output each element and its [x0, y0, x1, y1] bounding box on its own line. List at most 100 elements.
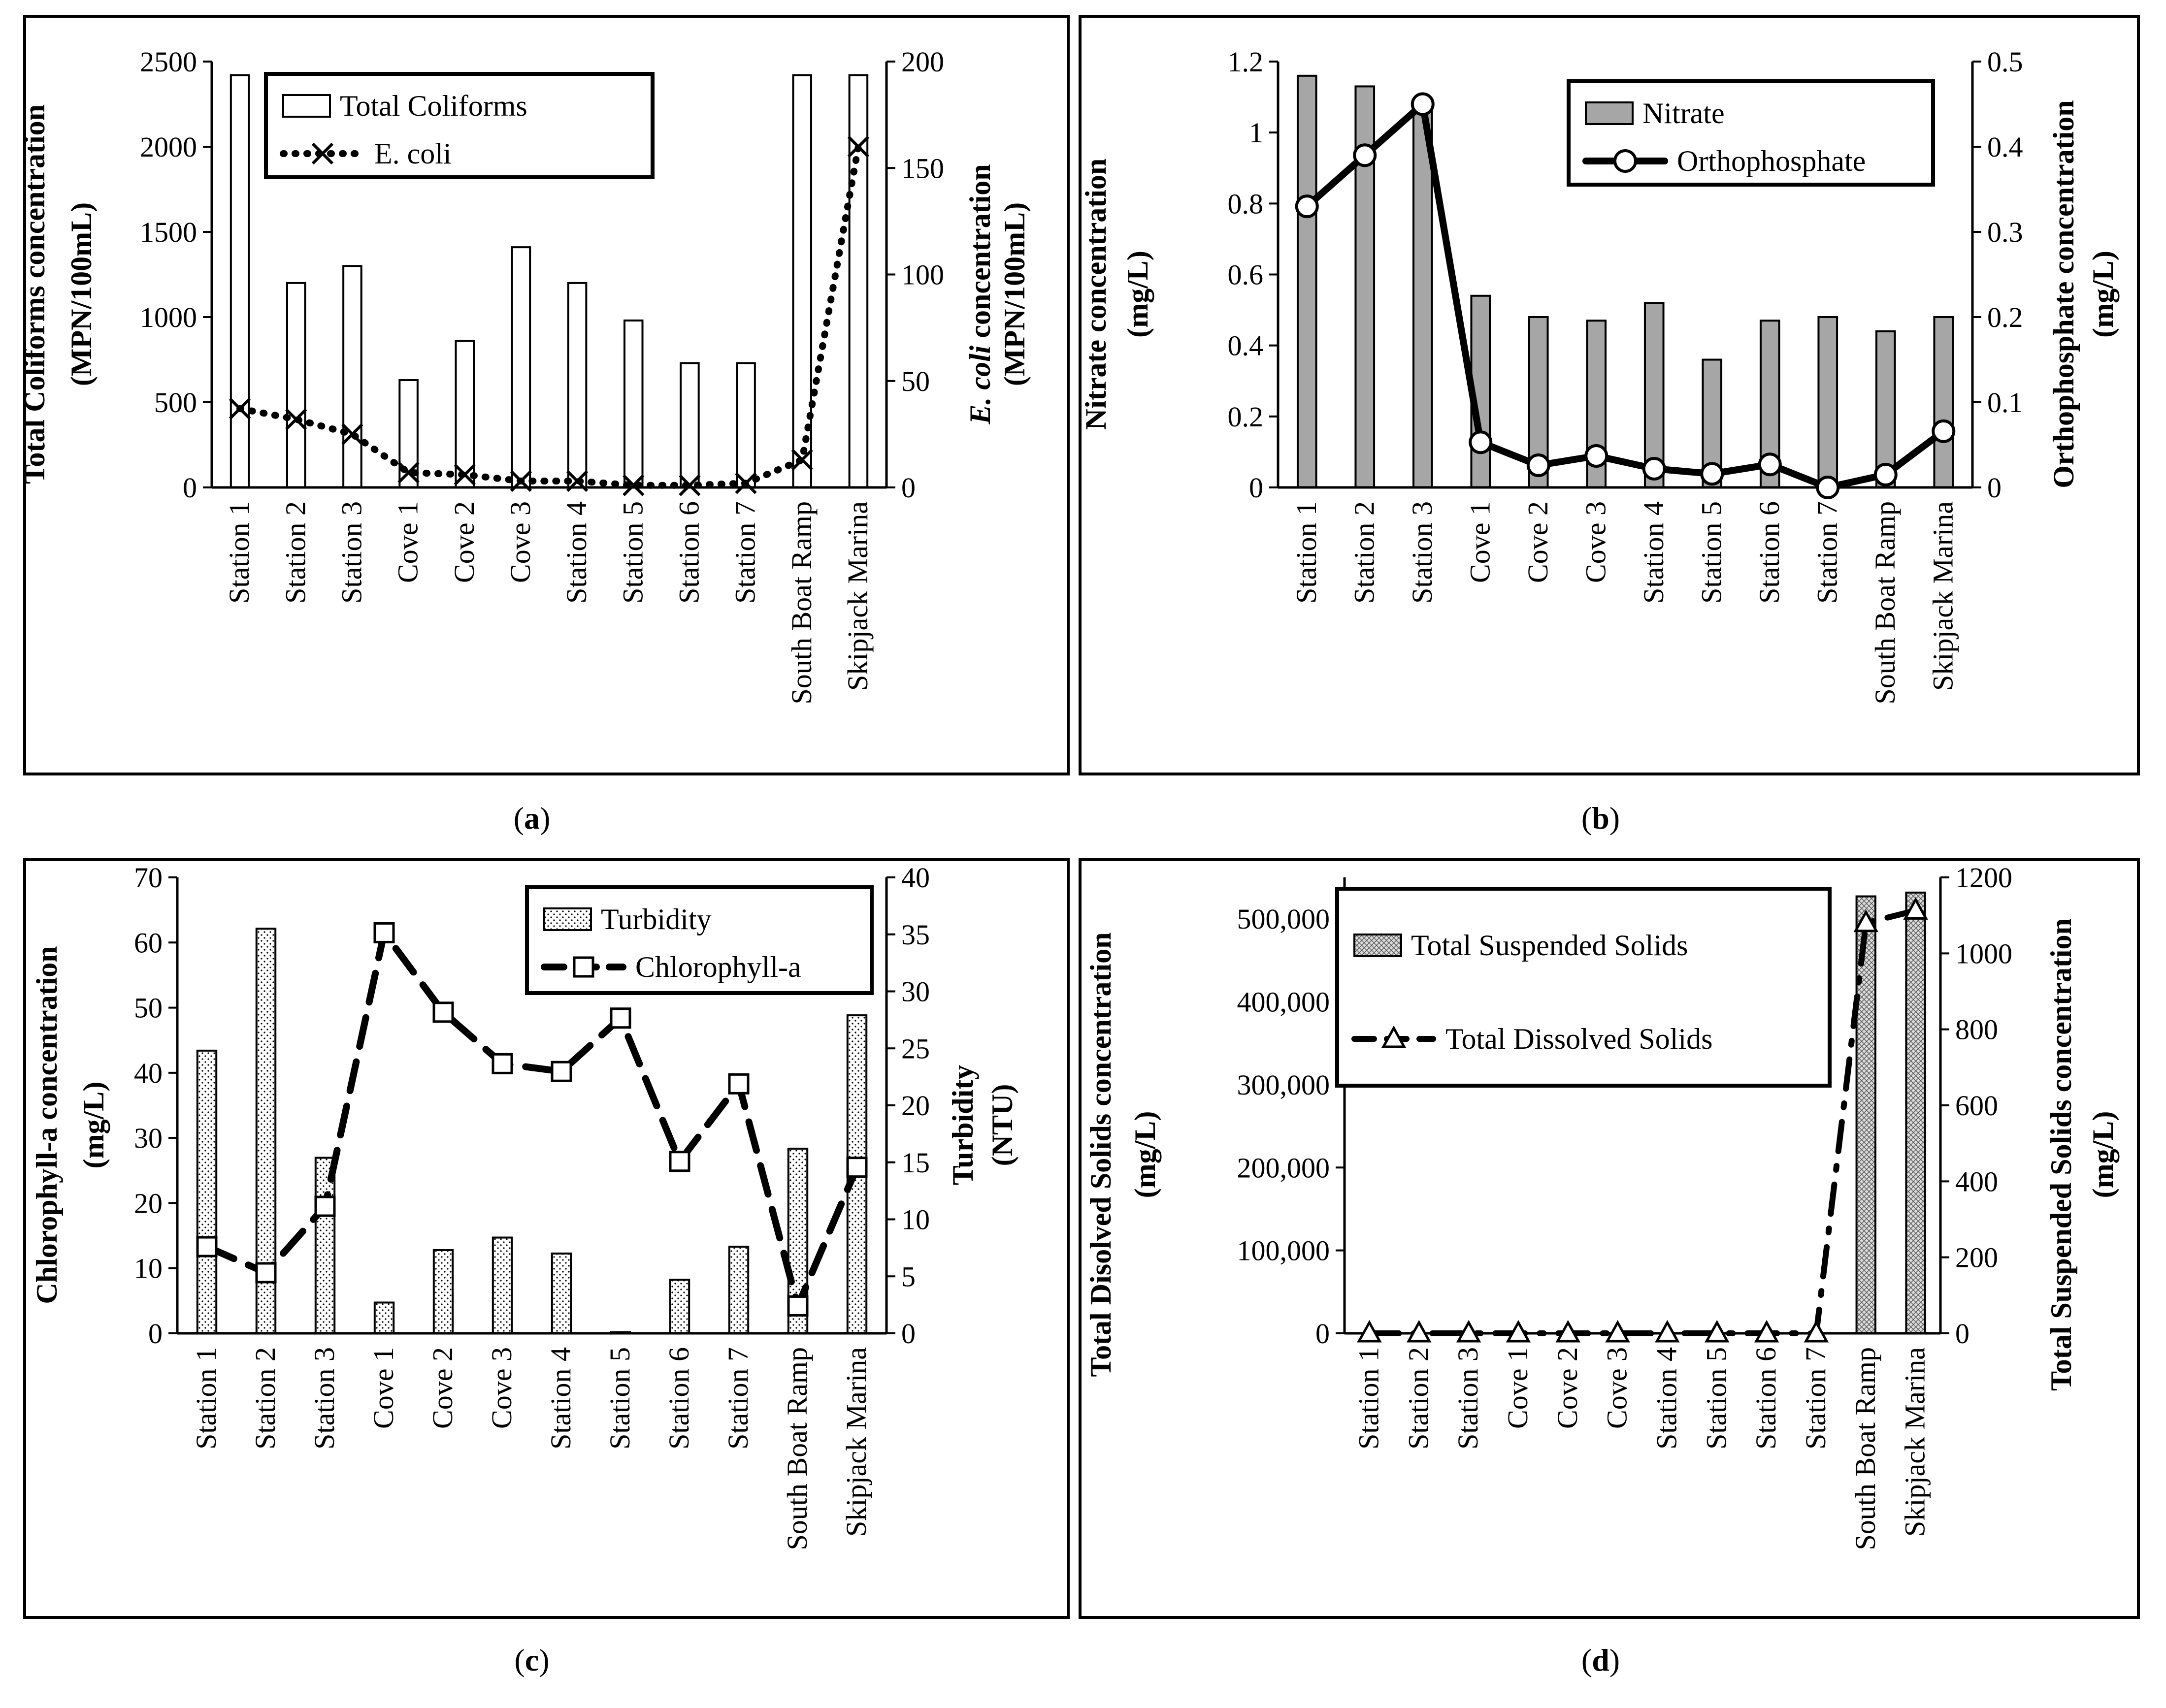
- bar-station-1: [1296, 74, 1317, 489]
- x-category-label-station-4: Station 4: [545, 1347, 577, 1450]
- left-tick-label: 10: [134, 1253, 163, 1285]
- series-line-chlorophyll-a: [203, 929, 860, 1310]
- x-category-label-south-boat-ramp: South Boat Ramp: [781, 1347, 813, 1550]
- point-station-2: [285, 408, 307, 430]
- right-axis-title-line1: Turbidity: [947, 1065, 979, 1186]
- x-category-label-skipjack-marina: Skipjack Marina: [842, 501, 874, 691]
- x-category-label-skipjack-marina: Skipjack Marina: [1927, 501, 1959, 691]
- point-station-7: [735, 472, 757, 494]
- point-cove-1: [1506, 1320, 1531, 1343]
- legend-bar-label: Turbidity: [601, 903, 712, 935]
- left-tick-label: 40: [134, 1057, 163, 1089]
- x-category-label-cove-3: Cove 3: [504, 501, 536, 583]
- left-tick-label: 1500: [140, 216, 197, 248]
- right-tick-label: 150: [901, 152, 944, 184]
- point-skipjack-marina: [847, 135, 870, 158]
- point-station-3: [314, 1195, 336, 1217]
- series-line-e-coli: [236, 143, 862, 489]
- legend-line-label: Total Dissolved Solids: [1445, 1023, 1713, 1055]
- bar-cove-3: [511, 246, 531, 488]
- x-category-label-station-3: Station 3: [1452, 1347, 1484, 1450]
- left-tick-label: 0: [1315, 1318, 1330, 1350]
- x-category-label-station-4: Station 4: [1650, 1347, 1682, 1450]
- point-station-3: [1456, 1320, 1481, 1343]
- point-station-4: [566, 470, 589, 492]
- left-axis-title-line2: (mg/L): [77, 1082, 110, 1169]
- x-category-label-station-7: Station 7: [729, 501, 761, 604]
- point-station-6: [1754, 1320, 1779, 1343]
- x-category-label-skipjack-marina: Skipjack Marina: [1899, 1347, 1931, 1537]
- right-axis-title-line2: (mg/L): [2087, 251, 2119, 338]
- legend-bar-swatch: [282, 94, 331, 118]
- right-tick-label: 25: [901, 1032, 930, 1064]
- x-category-label-station-6: Station 6: [673, 501, 705, 604]
- x-category-label-station-3: Station 3: [308, 1347, 340, 1450]
- x-category-label-station-5: Station 5: [1700, 1347, 1732, 1450]
- point-station-1: [229, 397, 251, 420]
- point-station-2: [1353, 143, 1377, 167]
- right-tick-label: 0: [1987, 472, 2002, 504]
- bar-station-1: [230, 74, 250, 488]
- right-axis-title-rest: concentration: [964, 164, 996, 345]
- x-category-label-station-7: Station 7: [1811, 501, 1843, 604]
- left-tick-label: 2500: [140, 46, 197, 78]
- point-station-4: [1655, 1320, 1680, 1343]
- right-tick-label: 400: [1955, 1165, 1998, 1197]
- right-axis-title-line2: (NTU): [986, 1084, 1018, 1166]
- bar-cove-2: [432, 1249, 454, 1334]
- x-category-label-south-boat-ramp: South Boat Ramp: [1869, 501, 1901, 704]
- left-axis-title-line1: Total Coliforms concentration: [18, 104, 51, 484]
- right-tick-label: 200: [901, 46, 944, 78]
- bar-station-2: [286, 282, 306, 488]
- point-station-6: [669, 1151, 690, 1172]
- left-tick-label: 0.4: [1228, 330, 1264, 362]
- point-south-boat-ramp: [1853, 909, 1878, 933]
- x-category-label-cove-1: Cove 1: [392, 501, 424, 583]
- point-south-boat-ramp: [791, 449, 813, 471]
- right-tick-label: 200: [1955, 1242, 1998, 1274]
- x-category-label-station-4: Station 4: [1638, 501, 1670, 604]
- x-category-label-station-6: Station 6: [1750, 1347, 1782, 1450]
- left-axis-title-line2: (mg/L): [1121, 251, 1154, 338]
- point-station-7: [728, 1073, 750, 1095]
- point-station-3: [1411, 92, 1435, 116]
- point-cove-1: [373, 922, 395, 943]
- bar-cove-3: [492, 1236, 513, 1335]
- x-category-label-station-4: Station 4: [560, 501, 592, 604]
- point-cove-3: [1584, 444, 1608, 468]
- legend-bar-swatch: [1585, 101, 1634, 125]
- point-station-7: [1804, 1320, 1829, 1343]
- bar-station-4: [1643, 302, 1665, 489]
- right-tick-label: 0.3: [1987, 216, 2023, 248]
- x-category-label-station-2: Station 2: [1402, 1347, 1434, 1450]
- point-skipjack-marina: [1932, 419, 1956, 443]
- legend-line-label: Chlorophyll-a: [635, 951, 801, 983]
- left-axis-title-line2: (mg/L): [1129, 1111, 1161, 1198]
- left-axis-title-line1: Chlorophyll-a concentration: [31, 946, 63, 1304]
- x-category-label-station-3: Station 3: [1406, 501, 1438, 604]
- x-category-label-station-1: Station 1: [1352, 1347, 1384, 1450]
- right-tick-label: 5: [901, 1260, 916, 1292]
- x-category-label-station-1: Station 1: [190, 1347, 222, 1450]
- left-tick-label: 500: [154, 387, 197, 419]
- caption-b: (b): [1581, 801, 1620, 836]
- x-category-label-cove-1: Cove 1: [367, 1347, 399, 1429]
- x-category-label-station-7: Station 7: [1800, 1347, 1832, 1450]
- point-station-1: [1357, 1320, 1382, 1343]
- point-station-1: [196, 1236, 218, 1257]
- bar-station-3: [342, 265, 362, 488]
- x-category-label-skipjack-marina: Skipjack Marina: [840, 1347, 872, 1537]
- point-station-4: [551, 1061, 572, 1082]
- right-axis-title-line2: (MPN/100mL): [998, 202, 1031, 386]
- right-tick-label: 40: [901, 862, 930, 894]
- bar-station-5: [623, 319, 644, 488]
- x-category-label-station-5: Station 5: [604, 1347, 636, 1450]
- chart-a: 0 500 1000 1500 2000 2500 0 50 100 150 200 Station …: [18, 46, 1031, 704]
- chart-c: 0 10 20 30 40 50 60 70 0 5 10 15 20 25 30 35 40 Station 1…: [31, 862, 1018, 1550]
- x-category-label-south-boat-ramp: South Boat Ramp: [786, 501, 818, 704]
- x-category-label-cove-1: Cove 1: [1502, 1347, 1534, 1429]
- bar-station-4: [551, 1252, 572, 1334]
- right-axis-title-line1: Orthophosphate concentration: [2047, 100, 2080, 488]
- left-tick-label: 100,000: [1237, 1235, 1330, 1267]
